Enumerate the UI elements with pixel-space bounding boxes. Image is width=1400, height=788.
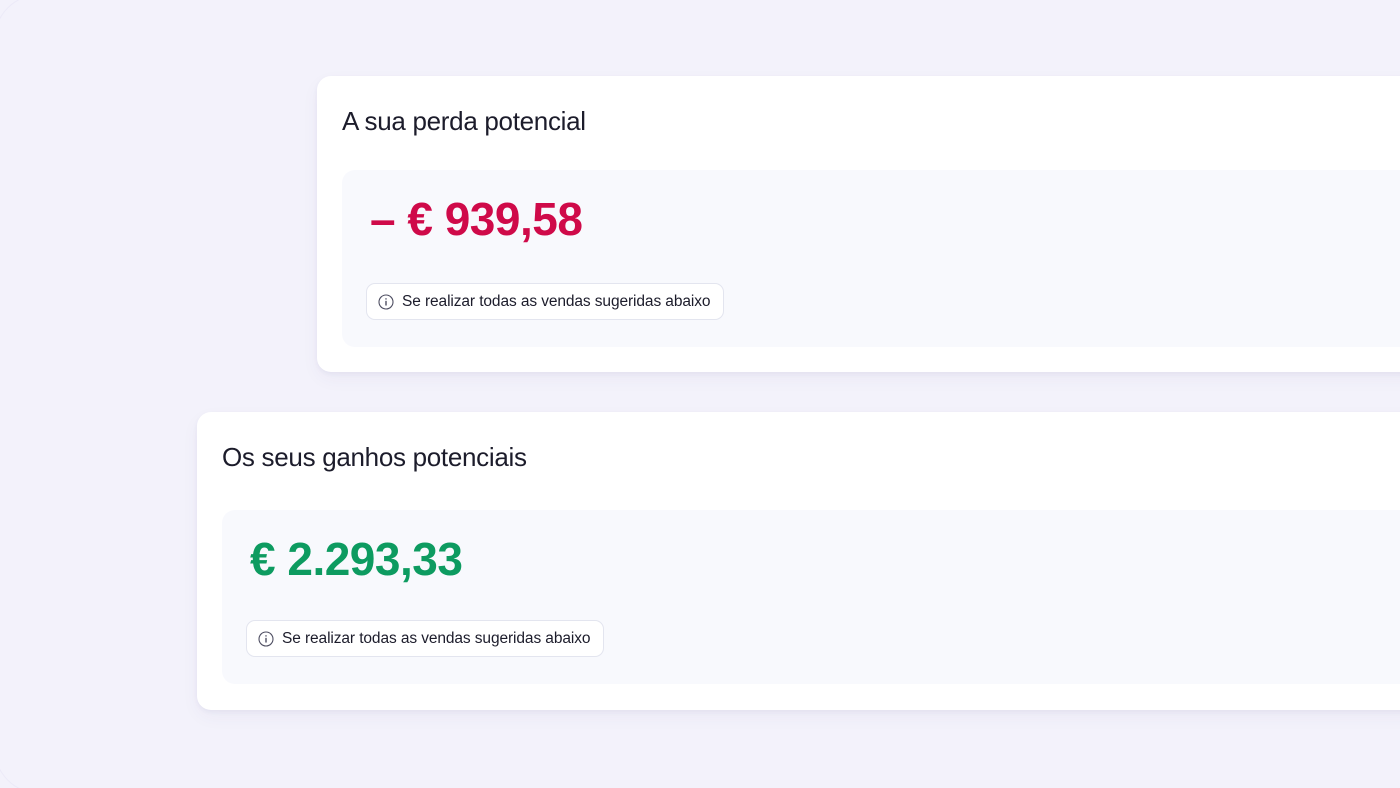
potential-gain-panel: € 2.293,33 Se realizar todas as vendas s… [222, 510, 1400, 684]
potential-loss-panel: – € 939,58 Se realizar todas as vendas s… [342, 170, 1400, 347]
potential-gain-info-text: Se realizar todas as vendas sugeridas ab… [282, 629, 591, 647]
potential-loss-title: A sua perda potencial [342, 106, 586, 136]
potential-gain-amount: € 2.293,33 [250, 533, 463, 585]
potential-gain-info-badge[interactable]: Se realizar todas as vendas sugeridas ab… [246, 620, 605, 657]
potential-gain-title: Os seus ganhos potenciais [222, 442, 527, 472]
info-circle-icon [378, 293, 394, 310]
potential-loss-info-text: Se realizar todas as vendas sugeridas ab… [402, 292, 711, 310]
potential-loss-card: A sua perda potencial – € 939,58 Se real… [317, 76, 1400, 372]
info-circle-icon [258, 630, 274, 647]
potential-gain-card: Os seus ganhos potenciais € 2.293,33 Se … [197, 412, 1400, 710]
potential-loss-info-badge[interactable]: Se realizar todas as vendas sugeridas ab… [366, 283, 725, 320]
potential-loss-amount: – € 939,58 [370, 193, 583, 245]
